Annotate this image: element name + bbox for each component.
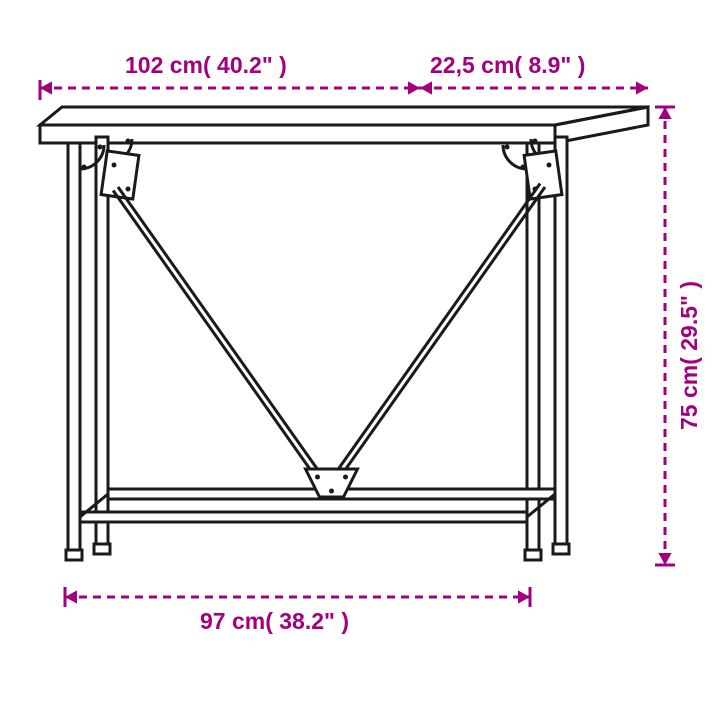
width-top-label: 102 cm( 40.2" ) [125, 52, 287, 79]
height-right-label: 75 cm( 29.5" ) [676, 281, 703, 430]
width-bottom-label: 97 cm( 38.2" ) [200, 608, 349, 635]
depth-top-label: 22,5 cm( 8.9" ) [430, 52, 585, 79]
